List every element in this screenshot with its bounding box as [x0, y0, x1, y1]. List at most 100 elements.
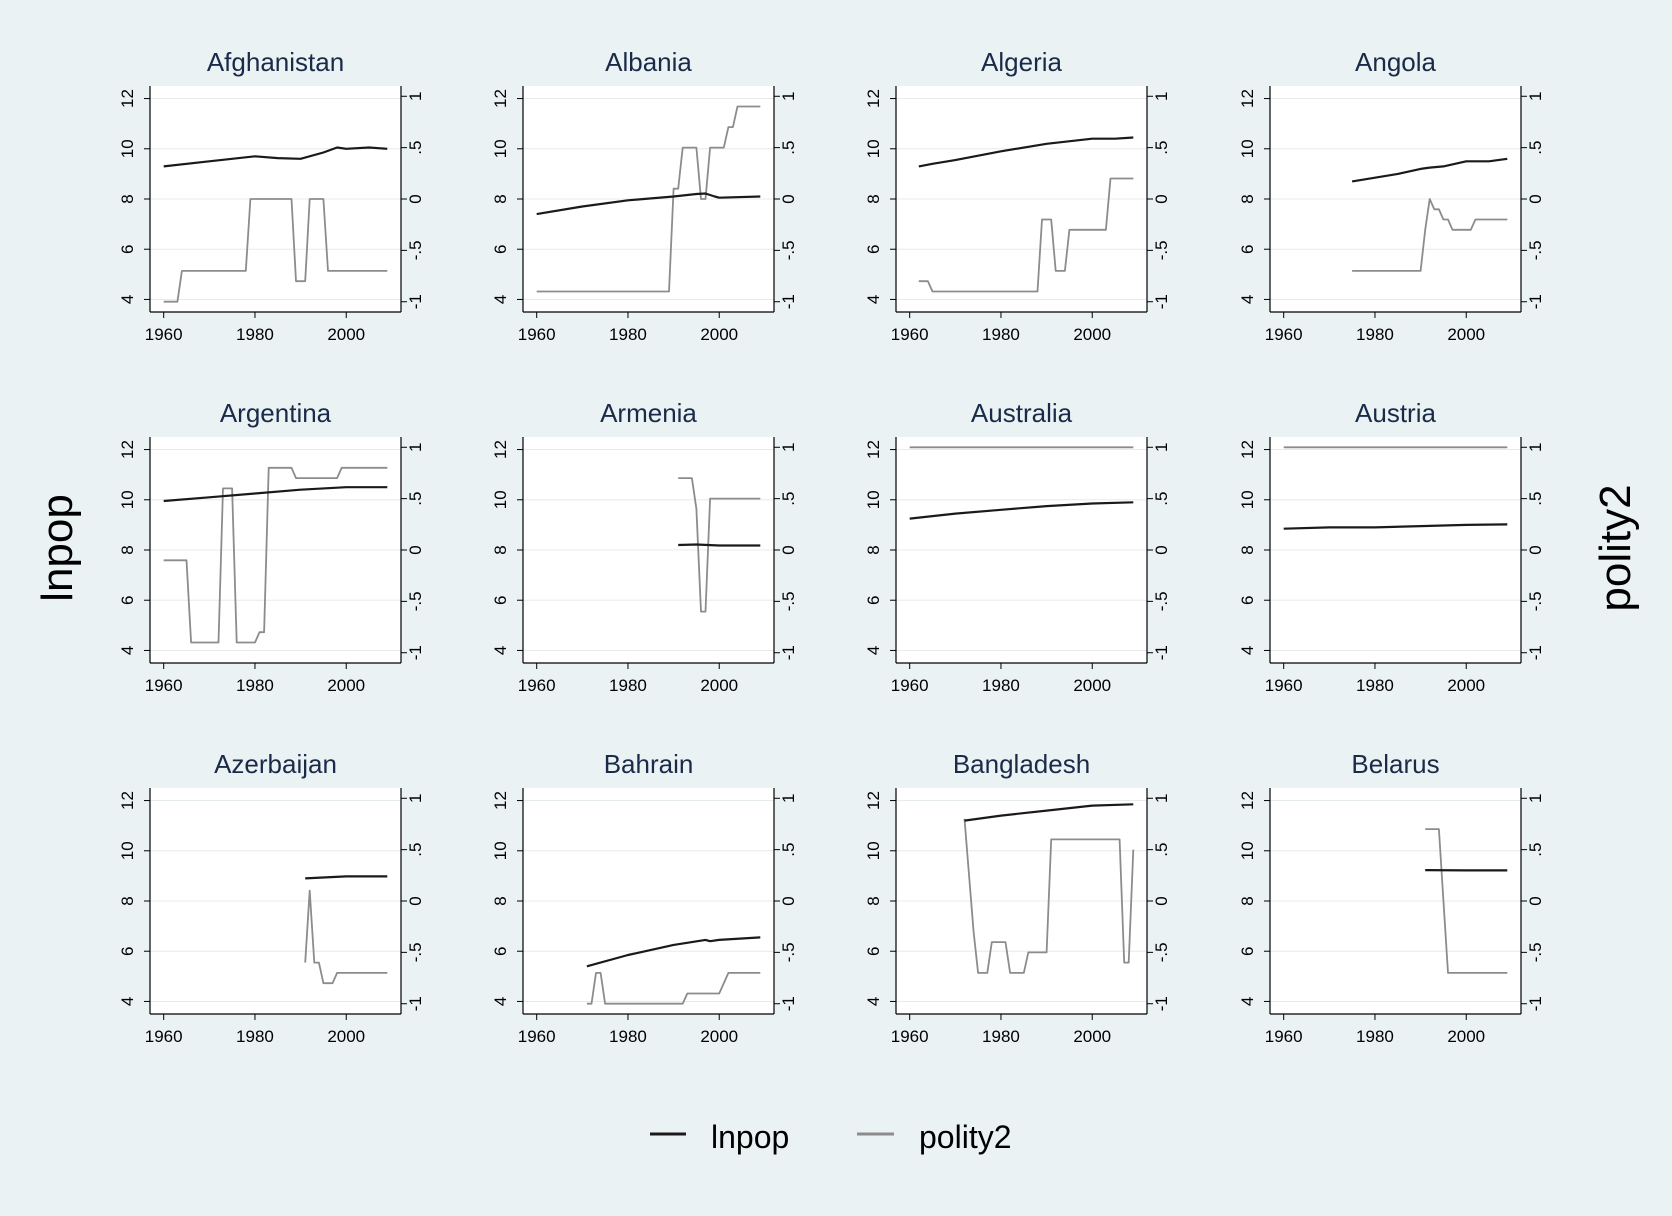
panel-title: Afghanistan: [207, 47, 344, 77]
right-tick-label: .5: [1152, 492, 1171, 506]
panel-belarus: 4 6 8 10 12 -1 -.5 0 .5 1 1960 1980 2000 Belarus: [1238, 749, 1545, 1046]
left-tick-label: 6: [491, 244, 510, 253]
series-line-lnpop: [1283, 523, 1508, 530]
right-tick-label: 1: [406, 794, 425, 803]
x-tick-label: 2000: [1447, 676, 1485, 695]
right-tick-label: 1: [406, 92, 425, 101]
right-tick-label: .5: [1526, 843, 1545, 857]
left-tick-label: 6: [1238, 946, 1257, 955]
left-tick-label: 4: [864, 997, 883, 1006]
left-tick-label: 8: [118, 896, 137, 905]
x-tick-label: 1980: [236, 1027, 274, 1046]
left-tick-label: 4: [118, 295, 137, 304]
right-tick-label: 1: [779, 443, 798, 452]
right-tick-label: -.5: [1526, 591, 1545, 611]
left-tick-label: 8: [864, 194, 883, 203]
right-tick-label: .5: [779, 141, 798, 155]
left-tick-label: 10: [491, 841, 510, 860]
right-tick-label: 0: [1152, 194, 1171, 203]
x-tick-label: 1960: [891, 676, 929, 695]
left-tick-label: 10: [118, 490, 137, 509]
panel-title: Belarus: [1351, 749, 1439, 779]
series-line-polity2: [304, 889, 388, 985]
panel-albania: 4 6 8 10 12 -1 -.5 0 .5 1 1960 1980 2000 Albania: [491, 47, 798, 344]
left-axis-title: lnpop: [33, 494, 82, 602]
x-tick-label: 1980: [982, 325, 1020, 344]
panel-austria: 4 6 8 10 12 -1 -.5 0 .5 1 1960 1980 2000 Austria: [1238, 398, 1545, 695]
x-tick-label: 2000: [327, 1027, 365, 1046]
left-tick-label: 8: [491, 896, 510, 905]
x-tick-label: 1960: [518, 676, 556, 695]
left-tick-label: 12: [864, 440, 883, 459]
legend-label-lnpop: lnpop: [711, 1119, 789, 1155]
right-tick-label: 1: [1526, 443, 1545, 452]
panel-title: Australia: [971, 398, 1073, 428]
left-tick-label: 4: [491, 646, 510, 655]
series-line-lnpop: [586, 936, 761, 968]
right-tick-label: -.5: [406, 942, 425, 962]
series-line-lnpop: [163, 146, 388, 168]
left-tick-label: 4: [1238, 295, 1257, 304]
x-tick-label: 2000: [700, 1027, 738, 1046]
left-tick-label: 10: [118, 139, 137, 158]
series-line-lnpop: [678, 543, 761, 547]
right-tick-label: .5: [1526, 492, 1545, 506]
right-tick-label: 0: [779, 545, 798, 554]
panel-title: Angola: [1355, 47, 1436, 77]
right-tick-label: 0: [1526, 194, 1545, 203]
right-tick-label: -.5: [779, 240, 798, 260]
left-tick-label: 12: [118, 440, 137, 459]
right-tick-label: -.5: [1152, 240, 1171, 260]
legend-label-polity2: polity2: [919, 1119, 1012, 1155]
right-tick-label: -.5: [1152, 942, 1171, 962]
right-tick-label: -.5: [1152, 591, 1171, 611]
right-tick-label: 1: [1526, 794, 1545, 803]
right-tick-label: -1: [1152, 645, 1171, 660]
right-tick-label: -.5: [406, 240, 425, 260]
left-tick-label: 4: [118, 646, 137, 655]
right-tick-label: 0: [779, 896, 798, 905]
right-tick-label: 0: [1152, 545, 1171, 554]
left-tick-label: 12: [1238, 791, 1257, 810]
panel-bangladesh: 4 6 8 10 12 -1 -.5 0 .5 1 1960 1980 2000 Bangladesh: [864, 749, 1171, 1046]
panel-argentina: 4 6 8 10 12 -1 -.5 0 .5 1 1960 1980 2000 Argentina: [118, 398, 425, 695]
left-tick-label: 8: [118, 194, 137, 203]
left-tick-label: 12: [491, 440, 510, 459]
series-line-polity2: [163, 466, 388, 644]
right-tick-label: -1: [1526, 996, 1545, 1011]
right-tick-label: .5: [1152, 843, 1171, 857]
x-tick-label: 2000: [700, 325, 738, 344]
right-tick-label: -.5: [406, 591, 425, 611]
x-tick-label: 1960: [1265, 1027, 1303, 1046]
series-line-lnpop: [163, 486, 388, 503]
right-tick-label: 0: [1152, 896, 1171, 905]
left-tick-label: 12: [118, 89, 137, 108]
left-tick-label: 4: [1238, 646, 1257, 655]
left-tick-label: 6: [118, 595, 137, 604]
right-tick-label: -.5: [1526, 240, 1545, 260]
series-line-lnpop: [909, 501, 1134, 520]
left-tick-label: 4: [491, 997, 510, 1006]
panel-azerbaijan: 4 6 8 10 12 -1 -.5 0 .5 1 1960 1980 2000 Azerbaijan: [118, 749, 425, 1046]
left-tick-label: 10: [491, 139, 510, 158]
right-tick-label: -1: [406, 294, 425, 309]
left-tick-label: 8: [864, 896, 883, 905]
x-tick-label: 1980: [982, 676, 1020, 695]
x-tick-label: 1960: [145, 325, 183, 344]
x-tick-label: 2000: [327, 676, 365, 695]
right-tick-label: -1: [1152, 996, 1171, 1011]
left-tick-label: 6: [864, 946, 883, 955]
right-tick-label: -1: [1526, 645, 1545, 660]
right-tick-label: -1: [779, 645, 798, 660]
series-line-polity2: [963, 818, 1135, 974]
panel-title: Azerbaijan: [214, 749, 337, 779]
right-tick-label: 1: [1152, 443, 1171, 452]
series-line-polity2: [1425, 828, 1508, 974]
left-tick-label: 8: [1238, 896, 1257, 905]
left-tick-label: 6: [864, 595, 883, 604]
panel-bahrain: 4 6 8 10 12 -1 -.5 0 .5 1 1960 1980 2000 Bahrain: [491, 749, 798, 1046]
right-tick-label: 0: [1526, 896, 1545, 905]
series-line-polity2: [586, 972, 761, 1005]
x-tick-label: 1960: [518, 1027, 556, 1046]
